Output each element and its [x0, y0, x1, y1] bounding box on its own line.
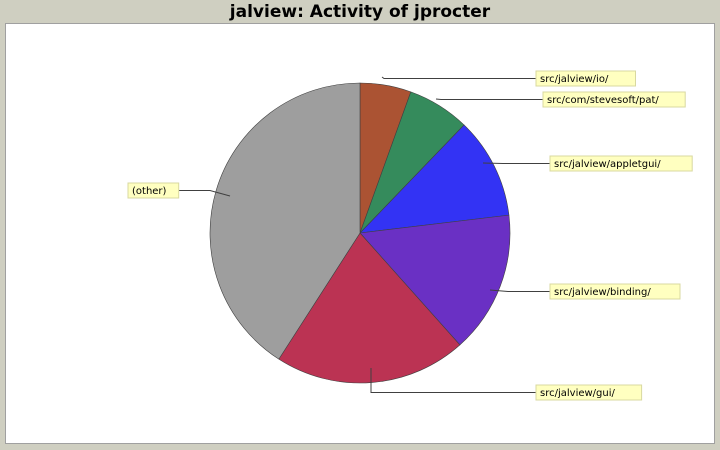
slice-label-text: src/jalview/appletgui/ — [554, 159, 661, 170]
leader-line — [381, 76, 536, 79]
slice-label-box — [542, 91, 686, 108]
slice-label-box — [549, 283, 681, 300]
slice-label-src-jalview-gui: src/jalview/gui/ — [370, 368, 643, 401]
slice-label-other: (other) — [127, 182, 231, 199]
leader-line — [489, 289, 550, 292]
chart-title: jalview: Activity of jprocter — [229, 2, 491, 22]
slice-label-src-com-stevesoft-pat: src/com/stevesoft/pat/ — [435, 91, 686, 108]
pie-slice-src-jalview-binding — [359, 214, 511, 346]
slice-label-text: src/com/stevesoft/pat/ — [547, 95, 659, 106]
slice-label-box — [549, 155, 693, 172]
slice-label-box — [535, 384, 643, 401]
leader-line — [435, 98, 543, 100]
slice-label-box — [127, 182, 180, 199]
slice-label-text: src/jalview/binding/ — [554, 287, 651, 298]
slice-label-src-jalview-binding: src/jalview/binding/ — [489, 283, 681, 300]
pie-slice-src-jalview-appletgui — [359, 124, 510, 234]
slice-label-text: src/jalview/gui/ — [540, 388, 616, 399]
pie-slice-src-jalview-gui — [278, 232, 461, 384]
slice-label-text: (other) — [132, 186, 167, 197]
slice-label-text: src/jalview/io/ — [540, 74, 609, 85]
slice-label-src-jalview-io: src/jalview/io/ — [381, 70, 636, 87]
pie-slice-other — [209, 82, 361, 360]
leader-line — [370, 368, 536, 393]
slice-label-src-jalview-appletgui: src/jalview/appletgui/ — [482, 155, 693, 172]
slice-label-box — [535, 70, 636, 87]
leader-line — [178, 190, 231, 197]
leader-line — [482, 162, 550, 164]
